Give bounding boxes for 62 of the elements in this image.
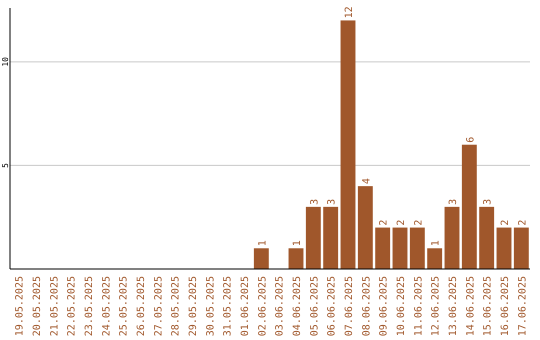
- data-label: 1: [430, 240, 442, 246]
- x-tick-label: 09.06.2025: [378, 276, 390, 336]
- data-label: 2: [500, 220, 511, 226]
- x-tick-label: 26.05.2025: [136, 276, 147, 336]
- x-tick-label: 07.06.2025: [344, 276, 355, 336]
- data-label: 2: [396, 220, 407, 226]
- y-tick-label: 5: [1, 162, 10, 168]
- x-tick-label: 23.05.2025: [84, 276, 95, 336]
- bar: [323, 206, 338, 269]
- y-tick-label: 10: [1, 56, 10, 67]
- x-tick-label: 11.06.2025: [413, 276, 424, 336]
- x-tick-label: 04.06.2025: [292, 276, 303, 336]
- bar: [375, 228, 390, 269]
- bar: [358, 186, 373, 269]
- data-label: 2: [517, 220, 528, 226]
- data-label: 2: [378, 220, 390, 226]
- bar: [340, 20, 356, 269]
- bar: [306, 206, 321, 269]
- x-tick-label: 14.06.2025: [465, 276, 476, 336]
- x-tick-label: 01.06.2025: [240, 276, 251, 336]
- x-tick-label: 16.06.2025: [500, 276, 511, 336]
- data-label: 3: [448, 198, 459, 205]
- x-tick-label: 15.06.2025: [482, 276, 494, 336]
- bar: [479, 206, 494, 269]
- x-tick-label: 02.06.2025: [257, 276, 268, 336]
- bar: [514, 228, 529, 269]
- x-tick-label: 05.06.2025: [309, 276, 320, 336]
- bar: [392, 228, 408, 269]
- x-tick-label: 08.06.2025: [361, 276, 372, 336]
- data-label: 2: [413, 220, 424, 226]
- x-tick-label: 20.05.2025: [32, 276, 43, 336]
- x-tick-label: 25.05.2025: [118, 276, 130, 336]
- bar: [254, 248, 269, 269]
- x-tick-label: 24.05.2025: [101, 276, 112, 336]
- bar: [427, 248, 442, 269]
- data-label: 12: [344, 6, 355, 18]
- x-tick-label: 10.06.2025: [396, 276, 407, 336]
- x-tick-label: 21.05.2025: [49, 276, 60, 336]
- data-label: 3: [482, 198, 494, 205]
- data-label: 4: [361, 178, 372, 184]
- bar: [288, 248, 304, 269]
- data-label: 1: [257, 240, 268, 246]
- data-label: 3: [326, 198, 338, 205]
- data-label: 3: [309, 198, 320, 205]
- x-tick-label: 03.06.2025: [274, 276, 286, 336]
- x-tick-label: 31.05.2025: [222, 276, 234, 336]
- x-tick-label: 28.05.2025: [170, 276, 182, 336]
- data-label: 6: [465, 136, 476, 143]
- bar: [444, 206, 460, 269]
- x-tick-label: 12.06.2025: [430, 276, 442, 336]
- x-tick-label: 30.05.2025: [205, 276, 216, 336]
- x-tick-label: 13.06.2025: [448, 276, 459, 336]
- x-tick-label: 22.05.2025: [66, 276, 78, 336]
- x-tick-label: 27.05.2025: [153, 276, 164, 336]
- data-label: 1: [292, 240, 303, 246]
- bar: [410, 228, 425, 269]
- x-tick-label: 06.06.2025: [326, 276, 338, 336]
- x-tick-label: 17.06.2025: [517, 276, 528, 336]
- bar: [462, 144, 477, 269]
- bar: [496, 228, 512, 269]
- x-tick-label: 29.05.2025: [188, 276, 199, 336]
- x-tick-label: 19.05.2025: [14, 276, 26, 336]
